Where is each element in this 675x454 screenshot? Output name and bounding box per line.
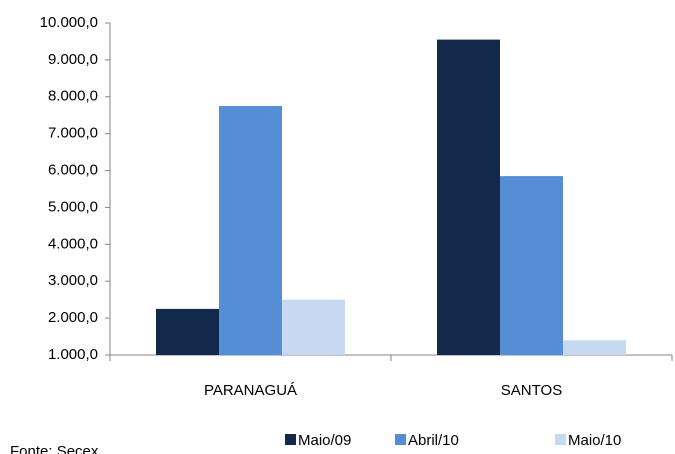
legend-swatch xyxy=(555,434,566,445)
y-tick-label: 10.000,0 xyxy=(40,14,98,31)
legend-label: Abril/10 xyxy=(408,432,459,449)
y-tick-label: 5.000,0 xyxy=(48,198,98,215)
y-tick-label: 3.000,0 xyxy=(48,272,98,289)
legend-label: Maio/09 xyxy=(298,432,351,449)
x-tick-label: SANTOS xyxy=(501,382,562,399)
bar xyxy=(500,176,563,355)
y-tick-label: 8.000,0 xyxy=(48,88,98,105)
y-tick-label: 7.000,0 xyxy=(48,125,98,142)
y-tick-label: 9.000,0 xyxy=(48,51,98,68)
bar xyxy=(282,299,345,355)
y-tick-label: 2.000,0 xyxy=(48,309,98,326)
legend-label: Maio/10 xyxy=(568,432,621,449)
y-tick-label: 6.000,0 xyxy=(48,162,98,179)
source-note: Fonte: Secex xyxy=(10,443,99,454)
bar xyxy=(156,308,219,355)
bar xyxy=(437,39,500,355)
y-tick-label: 4.000,0 xyxy=(48,235,98,252)
legend-swatch xyxy=(395,434,406,445)
legend-swatch xyxy=(285,434,296,445)
bar xyxy=(563,340,626,355)
bar xyxy=(219,106,282,355)
y-tick-label: 1.000,0 xyxy=(48,346,98,363)
x-tick-label: PARANAGUÁ xyxy=(204,382,297,399)
